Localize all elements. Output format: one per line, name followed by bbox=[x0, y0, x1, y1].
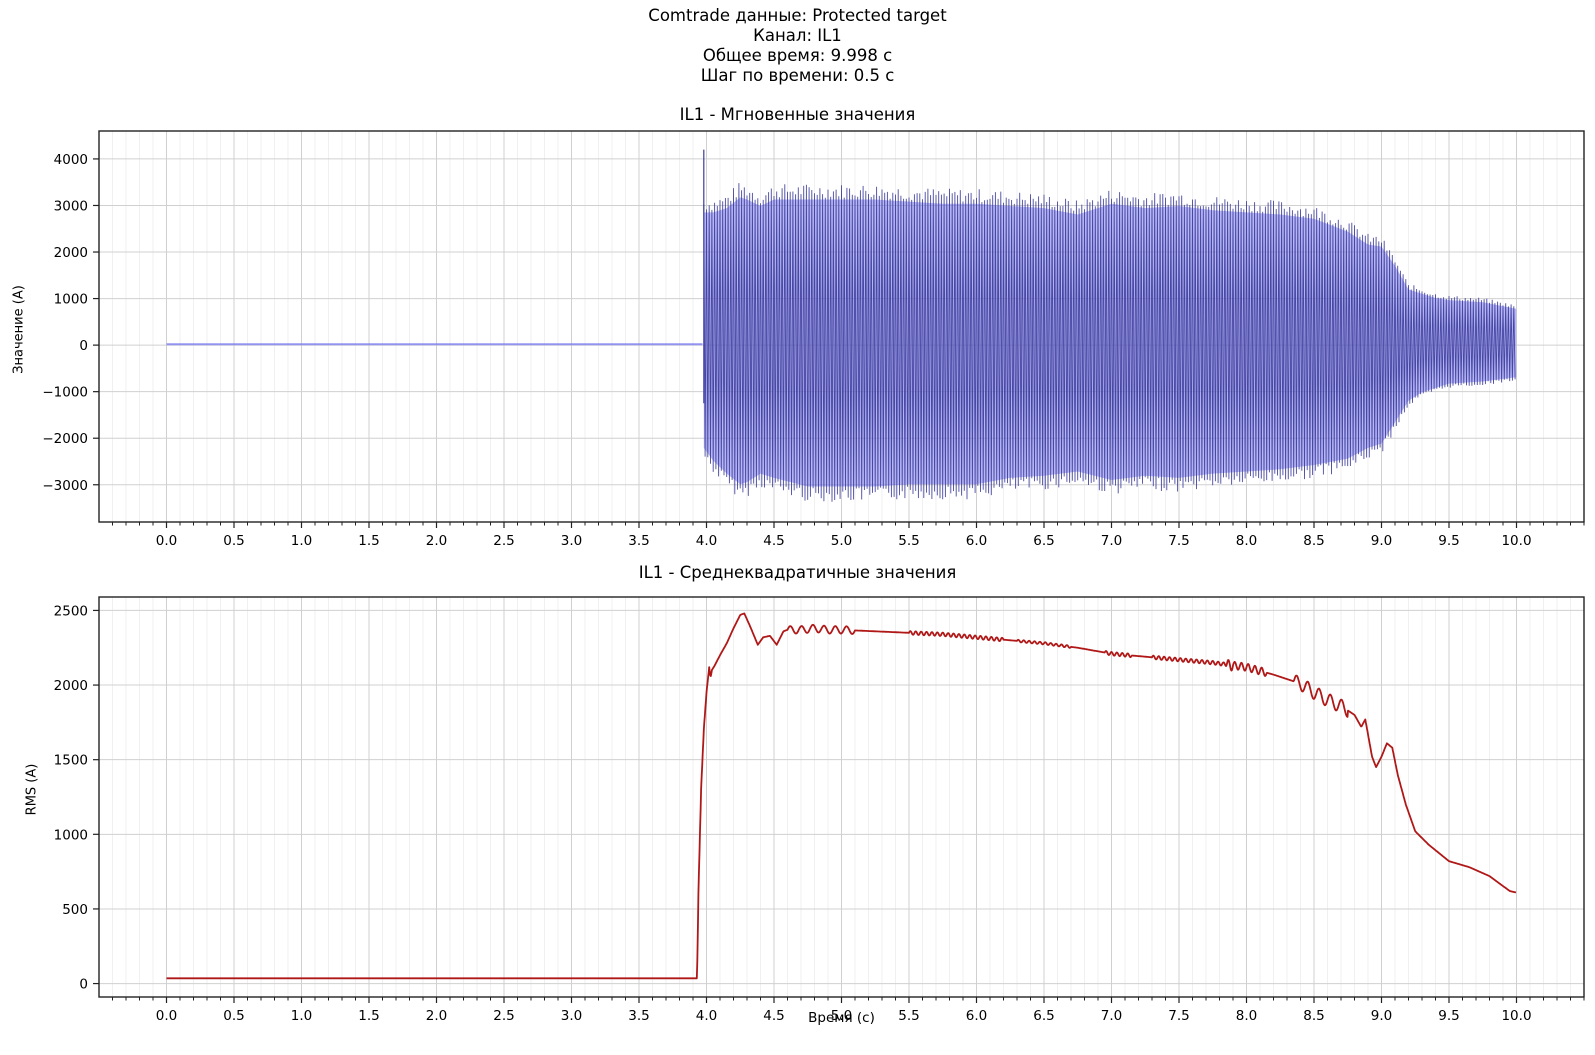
y-tick-label: 2000 bbox=[54, 678, 88, 694]
y-tick-label: 4000 bbox=[54, 152, 88, 168]
x-tick-label: 0.0 bbox=[156, 533, 177, 549]
x-tick-label: 6.5 bbox=[1033, 1008, 1054, 1024]
suptitle-line-total-time: Общее время: 9.998 с bbox=[702, 46, 893, 65]
x-tick-label: 3.5 bbox=[628, 1008, 649, 1024]
axes-frame bbox=[98, 130, 1585, 523]
x-tick-label: 7.5 bbox=[1168, 1008, 1189, 1024]
y-tick-label: 500 bbox=[62, 902, 88, 918]
x-tick-label: 4.5 bbox=[763, 1008, 784, 1024]
x-tick-label: 10.0 bbox=[1501, 1008, 1531, 1024]
x-tick-label: 6.0 bbox=[966, 533, 987, 549]
x-tick-label: 1.0 bbox=[291, 1008, 312, 1024]
y-tick-label: −1000 bbox=[42, 385, 88, 401]
x-tick-label: 7.0 bbox=[1101, 533, 1122, 549]
instantaneous-chart-title: IL1 - Мгновенные значения bbox=[679, 105, 916, 124]
x-tick-label: 1.5 bbox=[358, 1008, 379, 1024]
x-tick-label: 3.5 bbox=[628, 533, 649, 549]
rms-x-axis-label: Время (с) bbox=[808, 1010, 875, 1026]
y-tick-label: 3000 bbox=[54, 198, 88, 214]
x-tick-label: 0.5 bbox=[223, 533, 244, 549]
x-tick-label: 8.5 bbox=[1303, 533, 1324, 549]
x-tick-label: 10.0 bbox=[1501, 533, 1531, 549]
axes-frame bbox=[98, 596, 1585, 998]
y-tick-label: 1500 bbox=[54, 753, 88, 769]
suptitle-line-source: Comtrade данные: Protected target bbox=[648, 6, 947, 25]
x-tick-label: 8.0 bbox=[1236, 1008, 1257, 1024]
figure-suptitle: Comtrade данные: Protected target Канал:… bbox=[0, 6, 1595, 86]
x-tick-label: 7.5 bbox=[1168, 533, 1189, 549]
x-tick-label: 1.5 bbox=[358, 533, 379, 549]
x-tick-label: 2.5 bbox=[493, 533, 514, 549]
y-tick-label: 1000 bbox=[54, 292, 88, 308]
x-tick-label: 2.5 bbox=[493, 1008, 514, 1024]
y-tick-label: 2000 bbox=[54, 245, 88, 261]
x-tick-label: 3.0 bbox=[561, 1008, 582, 1024]
x-tick-label: 0.5 bbox=[223, 1008, 244, 1024]
y-tick-label: 2500 bbox=[54, 603, 88, 619]
x-tick-label: 6.0 bbox=[966, 1008, 987, 1024]
x-tick-label: 4.0 bbox=[696, 533, 717, 549]
x-tick-label: 9.5 bbox=[1438, 533, 1459, 549]
suptitle-line-time-step: Шаг по времени: 0.5 с bbox=[700, 66, 895, 85]
y-tick-label: 0 bbox=[79, 338, 88, 354]
x-tick-label: 9.0 bbox=[1371, 1008, 1392, 1024]
x-tick-label: 4.5 bbox=[763, 533, 784, 549]
waveform-line bbox=[703, 183, 1516, 502]
y-tick-label: −2000 bbox=[42, 431, 88, 447]
rms-values-plot: 0.0 0.5 1.0 1.5 2.0 2.5 3.0 3.5 4.0 4.5 5.0 5.5 6.0 6… bbox=[54, 596, 1585, 1024]
x-tick-label: 5.5 bbox=[898, 533, 919, 549]
x-tick-label: 5.5 bbox=[898, 1008, 919, 1024]
x-tick-label: 2.0 bbox=[426, 1008, 447, 1024]
instantaneous-values-plot: 0.0 0.5 1.0 1.5 2.0 2.5 3.0 3.5 4.0 4.5 5.0 5.5 6.0 6… bbox=[42, 130, 1585, 549]
x-tick-label: 2.0 bbox=[426, 533, 447, 549]
x-tick-label: 7.0 bbox=[1101, 1008, 1122, 1024]
x-tick-label: 9.5 bbox=[1438, 1008, 1459, 1024]
y-tick-label: 1000 bbox=[54, 827, 88, 843]
rms-curve bbox=[166, 612, 1517, 980]
y-tick-label: 0 bbox=[79, 977, 88, 993]
x-tick-label: 6.5 bbox=[1033, 533, 1054, 549]
x-tick-label: 4.0 bbox=[696, 1008, 717, 1024]
x-tick-label: 9.0 bbox=[1371, 533, 1392, 549]
x-tick-label: 3.0 bbox=[561, 533, 582, 549]
x-tick-label: 1.0 bbox=[291, 533, 312, 549]
x-tick-label: 0.0 bbox=[156, 1008, 177, 1024]
y-tick-label: −3000 bbox=[42, 478, 88, 494]
rms-chart-title: IL1 - Среднеквадратичные значения bbox=[638, 563, 957, 582]
x-tick-label: 5.0 bbox=[831, 1008, 852, 1024]
x-tick-label: 8.5 bbox=[1303, 1008, 1324, 1024]
x-tick-label: 5.0 bbox=[831, 533, 852, 549]
x-tick-label: 8.0 bbox=[1236, 533, 1257, 549]
suptitle-line-channel: Канал: IL1 bbox=[753, 26, 842, 45]
